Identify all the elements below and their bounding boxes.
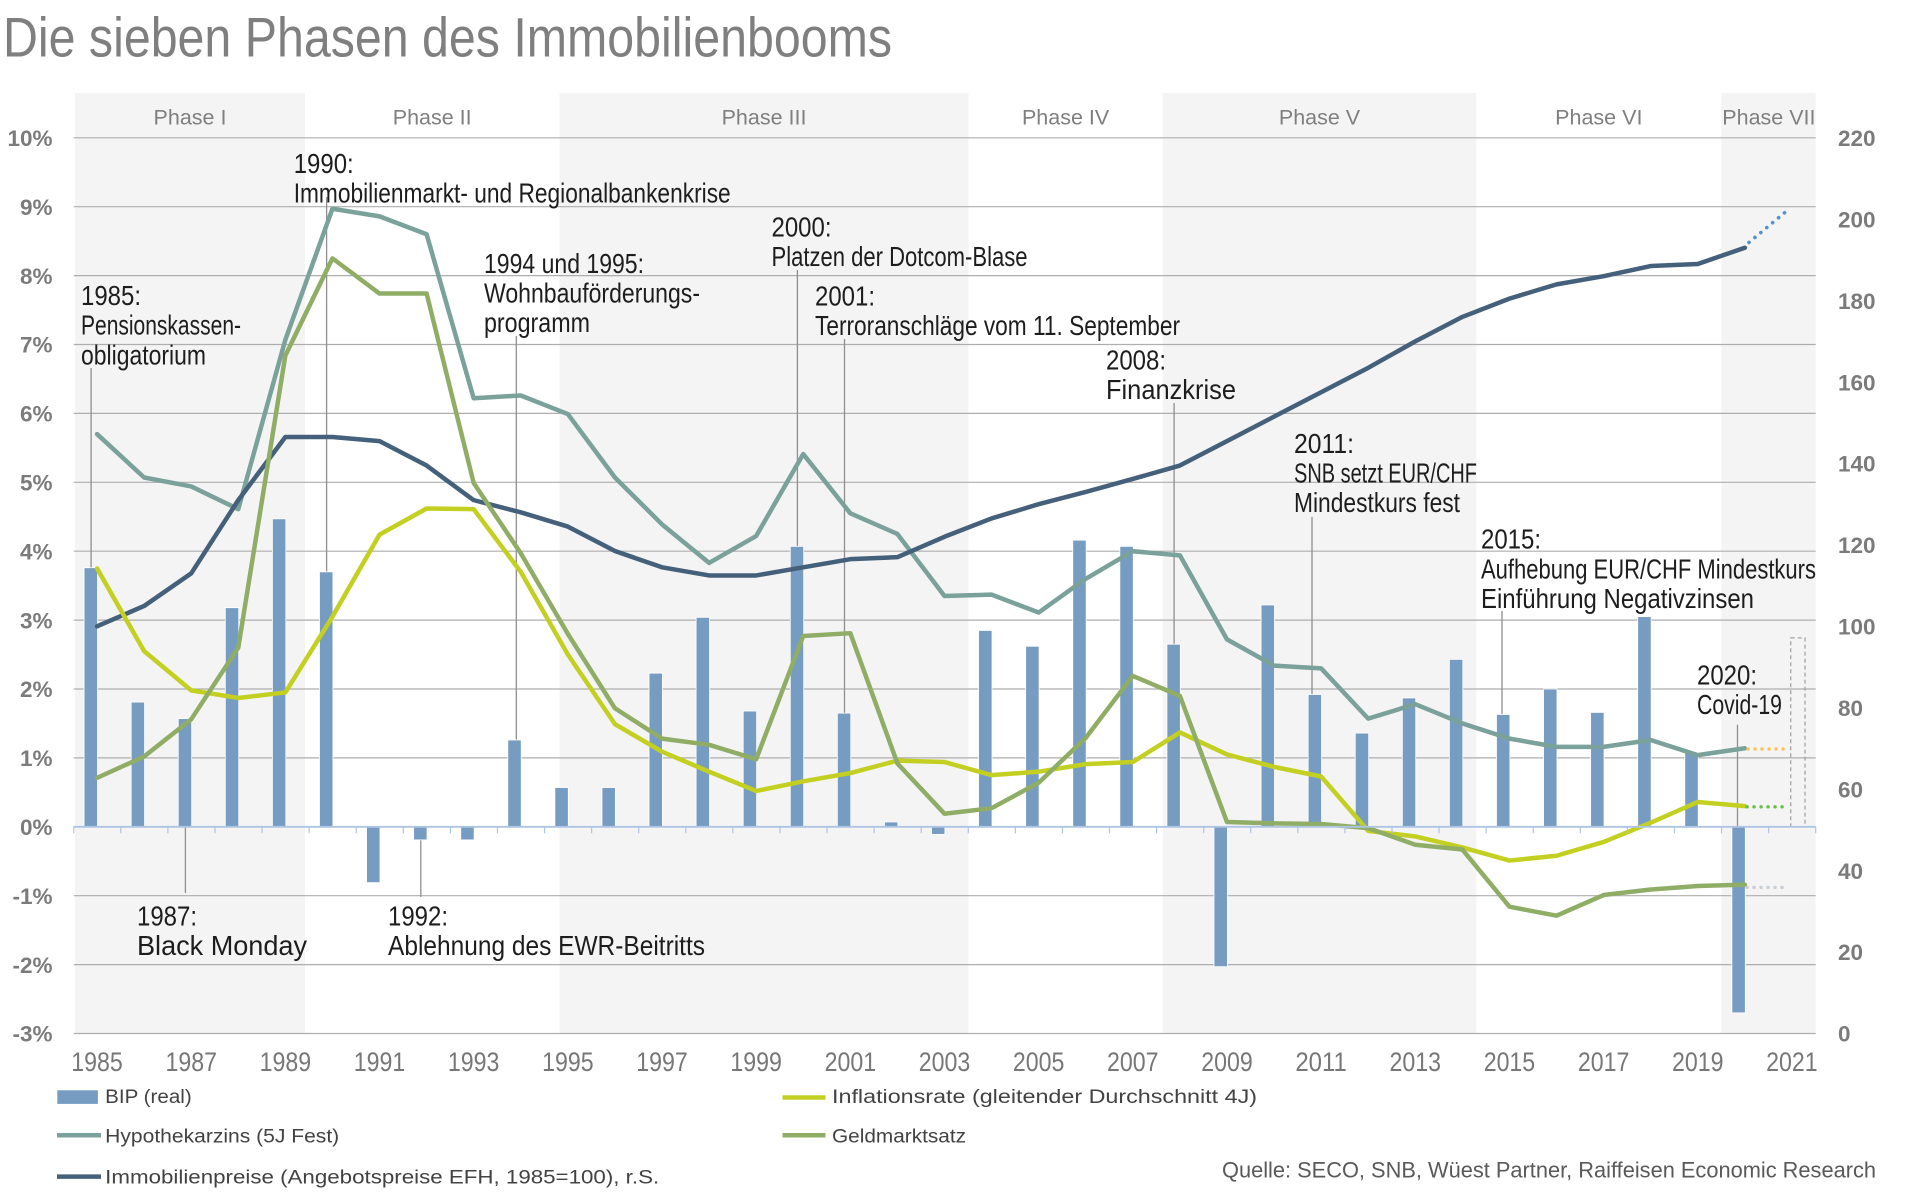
svg-text:Inflationsrate (gleitender Dur: Inflationsrate (gleitender Durchschnitt … [832, 1087, 1257, 1108]
svg-text:Geldmarktsatz: Geldmarktsatz [832, 1126, 966, 1147]
svg-text:2007: 2007 [1107, 1047, 1159, 1077]
svg-text:2015: 2015 [1484, 1047, 1536, 1077]
svg-text:2017: 2017 [1578, 1047, 1630, 1077]
svg-text:1989: 1989 [260, 1047, 312, 1077]
svg-text:2%: 2% [20, 677, 53, 702]
svg-text:-1%: -1% [12, 884, 52, 909]
svg-text:10%: 10% [7, 126, 52, 151]
svg-text:Phase V: Phase V [1279, 105, 1361, 129]
svg-text:9%: 9% [20, 195, 53, 220]
svg-text:Einführung Negativzinsen: Einführung Negativzinsen [1481, 583, 1754, 614]
svg-text:Phase VII: Phase VII [1722, 105, 1815, 129]
svg-text:140: 140 [1838, 452, 1876, 477]
svg-text:Phase I: Phase I [154, 105, 227, 129]
svg-text:programm: programm [484, 307, 590, 338]
svg-text:2008:: 2008: [1106, 344, 1166, 375]
svg-text:2019: 2019 [1672, 1047, 1724, 1077]
svg-text:BIP (real): BIP (real) [105, 1087, 192, 1108]
svg-text:1%: 1% [20, 746, 53, 771]
svg-text:0%: 0% [20, 815, 53, 840]
svg-text:2011: 2011 [1295, 1047, 1347, 1077]
svg-text:80: 80 [1838, 696, 1863, 721]
svg-text:180: 180 [1838, 289, 1876, 314]
svg-text:Hypothekarzins (5J Fest): Hypothekarzins (5J Fest) [105, 1126, 339, 1147]
svg-text:SNB setzt EUR/CHF: SNB setzt EUR/CHF [1294, 458, 1477, 489]
svg-text:200: 200 [1838, 207, 1876, 232]
svg-text:40: 40 [1838, 859, 1863, 884]
svg-text:Finanzkrise: Finanzkrise [1106, 374, 1236, 405]
svg-text:1985:: 1985: [81, 280, 141, 311]
svg-text:-3%: -3% [12, 1022, 52, 1047]
svg-text:-2%: -2% [12, 953, 52, 978]
svg-text:Immobilienmarkt- und Regionalb: Immobilienmarkt- und Regionalbankenkrise [294, 178, 731, 209]
svg-text:1987:: 1987: [137, 900, 197, 931]
svg-text:20: 20 [1838, 940, 1863, 965]
svg-text:100: 100 [1838, 615, 1876, 640]
svg-text:1987: 1987 [165, 1047, 217, 1077]
svg-text:Mindestkurs fest: Mindestkurs fest [1294, 487, 1460, 518]
svg-text:Phase II: Phase II [393, 105, 472, 129]
svg-text:60: 60 [1838, 777, 1863, 802]
svg-text:2001:: 2001: [815, 280, 875, 311]
svg-text:2015:: 2015: [1481, 524, 1541, 555]
svg-text:2003: 2003 [919, 1047, 971, 1077]
svg-text:2000:: 2000: [772, 211, 832, 242]
svg-text:obligatorium: obligatorium [81, 339, 206, 370]
svg-text:Immobilienpreise (Angebotsprei: Immobilienpreise (Angebotspreise EFH, 19… [105, 1168, 659, 1189]
svg-text:5%: 5% [20, 471, 53, 496]
svg-text:Phase IV: Phase IV [1022, 105, 1110, 129]
svg-text:1990:: 1990: [294, 148, 354, 179]
svg-text:4%: 4% [20, 539, 53, 564]
svg-text:2005: 2005 [1013, 1047, 1065, 1077]
svg-text:160: 160 [1838, 370, 1876, 395]
svg-text:Platzen der Dotcom-Blase: Platzen der Dotcom-Blase [772, 241, 1028, 272]
svg-text:Pensionskassen-: Pensionskassen- [81, 310, 241, 341]
svg-text:Quelle: SECO, SNB, Wüest Partn: Quelle: SECO, SNB, Wüest Partner, Raiffe… [1222, 1158, 1876, 1183]
svg-text:3%: 3% [20, 608, 53, 633]
svg-text:2011:: 2011: [1294, 428, 1354, 459]
svg-text:1995: 1995 [542, 1047, 594, 1077]
svg-text:1991: 1991 [354, 1047, 406, 1077]
svg-text:Covid-19: Covid-19 [1697, 689, 1782, 720]
svg-text:Black Monday: Black Monday [137, 930, 307, 961]
svg-text:2009: 2009 [1201, 1047, 1253, 1077]
svg-text:2013: 2013 [1390, 1047, 1442, 1077]
svg-text:6%: 6% [20, 402, 53, 427]
svg-text:Ablehnung des EWR-Beitritts: Ablehnung des EWR-Beitritts [388, 930, 705, 961]
svg-text:1997: 1997 [636, 1047, 688, 1077]
svg-text:Wohnbauförderungs-: Wohnbauförderungs- [484, 278, 700, 309]
svg-text:2021: 2021 [1766, 1047, 1818, 1077]
svg-text:Phase III: Phase III [722, 105, 807, 129]
svg-text:2001: 2001 [825, 1047, 877, 1077]
svg-text:1994 und 1995:: 1994 und 1995: [484, 248, 644, 279]
svg-text:220: 220 [1838, 126, 1876, 151]
svg-text:1985: 1985 [71, 1047, 123, 1077]
svg-text:1992:: 1992: [388, 900, 448, 931]
svg-text:Aufhebung EUR/CHF Mindestkurs: Aufhebung EUR/CHF Mindestkurs [1481, 553, 1816, 584]
svg-text:8%: 8% [20, 264, 53, 289]
svg-text:0: 0 [1838, 1022, 1851, 1047]
svg-text:1999: 1999 [730, 1047, 782, 1077]
svg-text:Terroranschläge vom 11. Septem: Terroranschläge vom 11. September [815, 310, 1180, 341]
svg-text:2020:: 2020: [1697, 659, 1757, 690]
svg-text:Phase VI: Phase VI [1555, 105, 1642, 129]
svg-text:1993: 1993 [448, 1047, 500, 1077]
svg-text:7%: 7% [20, 333, 53, 358]
svg-text:Die sieben Phasen des Immobili: Die sieben Phasen des Immobilienbooms [3, 6, 892, 69]
svg-text:120: 120 [1838, 533, 1876, 558]
